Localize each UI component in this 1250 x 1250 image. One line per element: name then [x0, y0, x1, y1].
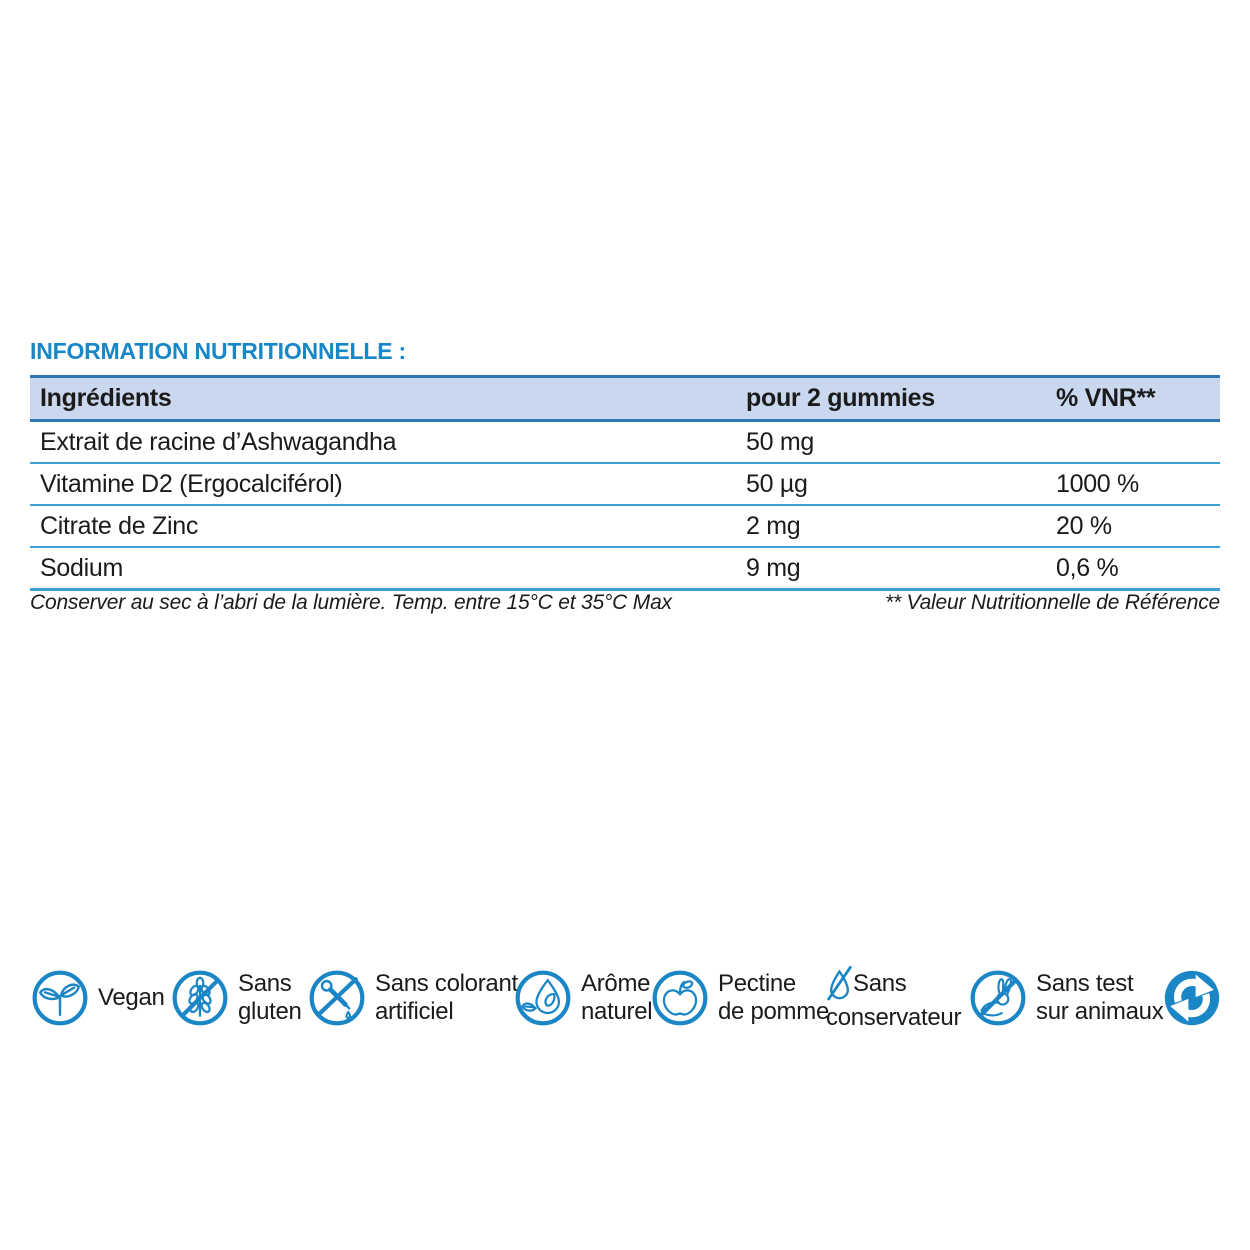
table-row: Extrait de racine d’Ashwagandha 50 mg: [30, 420, 1220, 464]
natural-flavor-icon: [515, 970, 571, 1026]
ingredient-name: Sodium: [30, 547, 745, 591]
badge-no-preservative: Sans conservateur: [826, 965, 961, 1031]
no-animal-testing-icon: [970, 970, 1026, 1026]
storage-note: Conserver au sec à l’abri de la lumière.…: [30, 591, 672, 614]
ingredient-name: Extrait de racine d’Ashwagandha: [30, 420, 745, 464]
badge-green-dot: [1163, 966, 1221, 1030]
ingredient-name: Vitamine D2 (Ergocalciférol): [30, 463, 745, 506]
no-preservative-icon: [827, 965, 852, 1001]
badge-label: Pectine de pomme: [718, 970, 829, 1025]
badge-label: Sans colorant artificiel: [375, 970, 518, 1025]
table-row: Vitamine D2 (Ergocalciférol) 50 µg 1000 …: [30, 463, 1220, 506]
ingredient-vnr: 1000 %: [1055, 463, 1220, 506]
page-title: INFORMATION NUTRITIONNELLE :: [30, 338, 406, 364]
gluten-free-icon: [172, 970, 228, 1026]
col-header-ingredients: Ingrédients: [30, 375, 745, 422]
table-row: Citrate de Zinc 2 mg 20 %: [30, 505, 1220, 548]
footnotes: Conserver au sec à l’abri de la lumière.…: [30, 591, 1220, 615]
badge-no-artificial-colorant: Sans colorant artificiel: [307, 966, 518, 1030]
ingredient-amount: 50 µg: [745, 463, 1055, 506]
badge-label: Vegan: [98, 984, 165, 1011]
table-row: Sodium 9 mg 0,6 %: [30, 547, 1220, 591]
nutrition-table: Ingrédients pour 2 gummies % VNR** Extra…: [30, 375, 1220, 591]
badge-label: Arôme naturel: [581, 970, 653, 1025]
no-artificial-colorant-icon: [309, 970, 365, 1026]
badge-label: Sans test sur animaux: [1036, 970, 1164, 1025]
vnr-reference-note: ** Valeur Nutritionnelle de Référence: [884, 591, 1220, 614]
ingredient-amount: 2 mg: [745, 505, 1055, 548]
badge-no-animal-testing: Sans test sur animaux: [968, 966, 1164, 1030]
col-header-vnr: % VNR**: [1055, 375, 1220, 422]
badge-natural-flavor: Arôme naturel: [513, 966, 653, 1030]
ingredient-name: Citrate de Zinc: [30, 505, 745, 548]
vegan-icon: [32, 970, 88, 1026]
ingredient-vnr: 0,6 %: [1055, 547, 1220, 591]
ingredient-amount: 50 mg: [745, 420, 1055, 464]
table-header-row: Ingrédients pour 2 gummies % VNR**: [30, 375, 1220, 422]
badge-label: Sans gluten: [238, 970, 302, 1025]
ingredient-amount: 9 mg: [745, 547, 1055, 591]
col-header-per-2-gummies: pour 2 gummies: [745, 375, 1055, 422]
badge-vegan: Vegan: [30, 966, 165, 1030]
badge-apple-pectin: Pectine de pomme: [650, 966, 829, 1030]
apple-pectin-icon: [652, 970, 708, 1026]
ingredient-vnr: 20 %: [1055, 505, 1220, 548]
ingredient-vnr: [1055, 420, 1220, 464]
green-dot-recycle-icon: [1164, 970, 1220, 1026]
badge-gluten-free: Sans gluten: [170, 966, 302, 1030]
